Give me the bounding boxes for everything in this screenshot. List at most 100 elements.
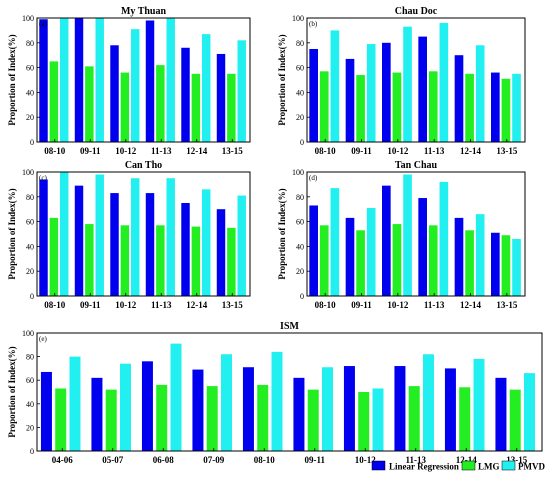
- bar-linear-regression-08-10: [39, 179, 48, 296]
- bar-linear-regression-12-14: [181, 47, 190, 143]
- bar-lmg-09-11: [356, 75, 365, 142]
- y-tick-label: 100: [292, 168, 304, 177]
- bar-linear-regression-10-12: [110, 45, 119, 142]
- y-tick-label: 40: [26, 88, 34, 97]
- x-tick-label: 05-07: [102, 455, 123, 465]
- y-tick-label: 60: [26, 218, 34, 227]
- bar-linear-regression-13-15: [495, 377, 507, 451]
- bar-lmg-13-15: [501, 78, 511, 142]
- bar-pmvd-09-11: [322, 367, 333, 451]
- y-tick-label: 40: [296, 88, 304, 97]
- y-tick-label: 60: [296, 64, 304, 73]
- bar-lmg-12-14: [465, 230, 474, 296]
- bar-lmg-09-11: [85, 224, 94, 296]
- bar-pmvd-11-13: [439, 181, 449, 296]
- y-tick-label: 0: [30, 138, 34, 147]
- bar-pmvd-06-08: [170, 343, 182, 451]
- x-tick-label: 09-11: [351, 146, 372, 156]
- bar-lmg-11-13: [428, 71, 438, 142]
- bar-linear-regression-08-10: [309, 205, 318, 296]
- x-tick-label: 07-09: [203, 455, 224, 465]
- bar-pmvd-05-07: [120, 363, 131, 451]
- bar-linear-regression-10-12: [382, 42, 391, 142]
- panel-title: My Thuan: [121, 6, 167, 17]
- x-tick-label: 13-15: [222, 146, 243, 156]
- bar-lmg-13-15: [501, 235, 511, 296]
- bar-lmg-06-08: [156, 384, 168, 451]
- bar-lmg-12-14: [465, 73, 474, 142]
- y-tick-label: 80: [296, 39, 304, 48]
- y-tick-label: 100: [22, 14, 34, 23]
- panel-c: 08-10 09-11 10-12 11-13 12-14 13-15 0 20 40 60 80 1…: [7, 160, 251, 310]
- panel-a: 08-10 09-11 10-12 11-13 12-14 13-15 0 20 40 60 80 1…: [7, 6, 251, 156]
- x-tick-label: 08-10: [44, 300, 65, 310]
- x-tick-label: 11-13: [405, 455, 426, 465]
- bar-lmg-08-10: [319, 71, 329, 142]
- bar-lmg-12-14: [191, 226, 201, 296]
- y-axis-label: Proportion of Index(%): [277, 188, 287, 279]
- x-tick-label: 12-14: [460, 146, 481, 156]
- bar-lmg-11-13: [156, 65, 165, 142]
- bar-linear-regression-13-15: [491, 72, 500, 142]
- panel-label: (a): [39, 20, 47, 28]
- panel-title: Chau Doc: [395, 6, 438, 17]
- bar-pmvd-08-10: [59, 172, 69, 296]
- panel-b: 08-10 09-11 10-12 11-13 12-14 13-15 0 20 40 60 80 1…: [277, 6, 526, 156]
- y-tick-label: 60: [26, 64, 34, 73]
- bar-lmg-07-09: [206, 386, 218, 451]
- bar-pmvd-11-13: [166, 178, 175, 296]
- y-tick-label: 0: [300, 138, 304, 147]
- x-tick-label: 10-12: [115, 146, 136, 156]
- panel-label: (c): [39, 174, 47, 182]
- x-tick-label: 12-14: [186, 300, 207, 310]
- x-tick-label: 11-13: [151, 300, 172, 310]
- bar-linear-regression-10-12: [110, 193, 119, 296]
- x-tick-label: 10-12: [115, 300, 136, 310]
- bar-linear-regression-09-11: [74, 185, 84, 296]
- bar-lmg-08-10: [49, 217, 59, 296]
- bar-pmvd-10-12: [403, 174, 412, 296]
- bar-pmvd-12-14: [201, 189, 211, 296]
- x-tick-label: 09-11: [80, 146, 101, 156]
- x-tick-label: 09-11: [304, 455, 325, 465]
- legend: Linear Regression LMG PMVD: [371, 460, 545, 472]
- bar-lmg-09-11: [85, 66, 94, 142]
- bar-pmvd-11-13: [423, 354, 434, 451]
- legend-label-pmvd: PMVD: [518, 462, 545, 472]
- bar-linear-regression-13-15: [491, 232, 500, 296]
- x-tick-label: 13-15: [222, 300, 243, 310]
- bar-lmg-10-12: [358, 392, 370, 451]
- panel-title: ISM: [280, 321, 299, 332]
- legend-swatch-linear-regression: [371, 460, 386, 471]
- y-tick-label: 0: [30, 292, 34, 301]
- y-tick-label: 20: [26, 267, 34, 276]
- bar-pmvd-07-09: [221, 354, 232, 451]
- bar-lmg-12-14: [191, 73, 201, 142]
- bar-linear-regression-09-11: [293, 377, 305, 451]
- plot-frame: [36, 171, 251, 297]
- bar-linear-regression-13-15: [216, 53, 226, 142]
- bar-pmvd-13-15: [524, 373, 535, 451]
- bar-linear-regression-12-14: [454, 55, 464, 143]
- bar-pmvd-10-12: [372, 388, 384, 451]
- bar-pmvd-09-11: [366, 207, 376, 296]
- x-tick-label: 11-13: [424, 146, 445, 156]
- panel-label: (d): [309, 174, 318, 182]
- x-tick-label: 13-15: [496, 146, 517, 156]
- plot-frame: [306, 171, 526, 297]
- bar-lmg-13-15: [227, 227, 236, 296]
- y-tick-label: 80: [26, 353, 34, 362]
- bar-linear-regression-11-13: [145, 20, 155, 143]
- x-tick-label: 08-10: [254, 455, 275, 465]
- y-tick-label: 20: [296, 113, 304, 122]
- bar-linear-regression-07-09: [192, 369, 204, 451]
- x-tick-label: 10-12: [387, 146, 408, 156]
- bar-linear-regression-06-08: [141, 361, 153, 451]
- y-tick-label: 0: [300, 292, 304, 301]
- bar-pmvd-12-14: [201, 34, 211, 143]
- chart-panels: 08-10 09-11 10-12 11-13 12-14 13-15 0 20 40 60 80 1…: [7, 6, 543, 465]
- bar-lmg-10-12: [392, 224, 402, 296]
- y-tick-label: 100: [292, 14, 304, 23]
- x-tick-label: 13-15: [506, 455, 527, 465]
- bar-pmvd-09-11: [95, 18, 104, 142]
